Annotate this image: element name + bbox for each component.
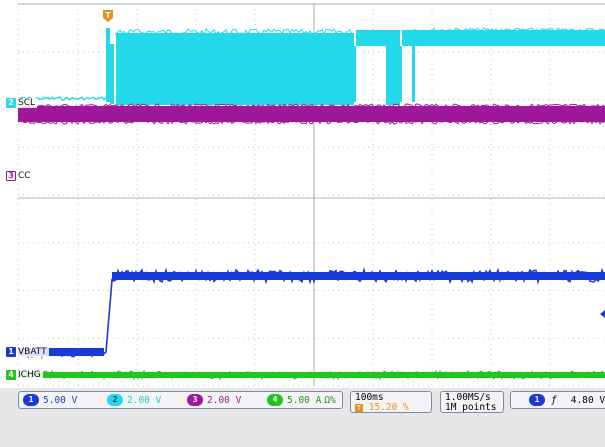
channel-4-scale-suffix: Ω% <box>324 394 336 406</box>
status-bar: 1 5.00 V 2 2.00 V 3 2.00 V 4 5.00 A Ω% 1… <box>0 388 605 447</box>
waveform-traces <box>17 27 605 381</box>
channel-4-badge: 4 <box>6 370 16 380</box>
channel-2-edge <box>354 46 356 102</box>
channel-1-scale: 5.00 V <box>43 394 78 406</box>
channel-3-badge: 3 <box>6 171 16 181</box>
trigger-position-marker[interactable]: T <box>103 10 113 22</box>
channel-2-badge: 2 <box>6 98 16 108</box>
channel-4-setting[interactable]: 4 5.00 A Ω% <box>267 393 336 407</box>
channel-2-burst <box>402 30 605 46</box>
waveform-display: T <box>0 0 605 392</box>
channel-4-label: 4 ICHG <box>6 370 43 380</box>
timebase-readout[interactable]: 100ms T 15.20 % <box>350 391 432 413</box>
channel-2-name: SCL <box>18 98 36 108</box>
channel-2-scale: 2.00 V <box>127 394 162 406</box>
channel-1-band <box>112 272 605 280</box>
channel-4-scale: 5.00 A <box>287 394 322 406</box>
channel-2-setting[interactable]: 2 2.00 V <box>107 393 161 407</box>
record-length: 1M points <box>445 402 497 413</box>
channel-4-name: ICHG <box>18 370 41 380</box>
channel-1-band <box>18 348 104 356</box>
channel-1-setting[interactable]: 1 5.00 V <box>23 393 77 407</box>
channel-2-burst <box>356 30 386 46</box>
rising-edge-icon: ƒ <box>551 394 557 406</box>
channel-settings-panel: 1 5.00 V 2 2.00 V 3 2.00 V 4 5.00 A Ω% <box>18 391 343 409</box>
channel-3-name: CC <box>18 171 31 181</box>
channel-1-name: VBATT <box>18 347 47 357</box>
acquisition-readout[interactable]: 1.00MS/s 1M points <box>440 391 504 413</box>
channel-1-badge: 1 <box>6 347 16 357</box>
channel-3-setting[interactable]: 3 2.00 V <box>187 393 241 407</box>
channel-2-burst <box>386 30 400 105</box>
channel-3-scale: 2.00 V <box>207 394 242 406</box>
channel-4-trace <box>18 372 605 378</box>
trigger-readout[interactable]: 1 ƒ 4.80 V <box>510 391 605 409</box>
channel-4-trace <box>17 369 605 381</box>
channel-2-burst <box>106 28 110 102</box>
trigger-source-indicator: 1 <box>529 394 545 406</box>
channel-2-edge <box>400 46 402 102</box>
channel-1-label: 1 VBATT <box>6 347 49 357</box>
trigger-position-value: 15.20 % <box>368 402 409 413</box>
trigger-position-readout: T 15.20 % <box>355 402 427 413</box>
trigger-level-marker[interactable] <box>600 310 605 318</box>
channel-2-indicator: 2 <box>107 394 123 406</box>
channel-1-indicator: 1 <box>23 394 39 406</box>
channel-2-trace <box>115 28 355 37</box>
channel-3-indicator: 3 <box>187 394 203 406</box>
channel-3-label: 3 CC <box>6 171 33 181</box>
channel-4-indicator: 4 <box>267 394 283 406</box>
channel-3-trace <box>18 106 605 122</box>
channel-3-trace <box>17 119 605 125</box>
channel-2-burst <box>116 33 354 105</box>
sample-rate: 1.00MS/s <box>445 392 491 403</box>
trigger-marker-label: T <box>105 11 111 20</box>
time-per-div: 100ms <box>355 392 384 403</box>
channel-2-trace <box>401 27 605 33</box>
channel-2-label: 2 SCL <box>6 98 38 108</box>
trigger-level: 4.80 V <box>570 394 605 406</box>
trigger-position-icon: T <box>355 404 363 412</box>
channel-2-burst <box>110 44 114 104</box>
graticule <box>17 3 605 387</box>
channel-3-trace <box>17 103 605 109</box>
channel-2-edge <box>412 46 415 102</box>
